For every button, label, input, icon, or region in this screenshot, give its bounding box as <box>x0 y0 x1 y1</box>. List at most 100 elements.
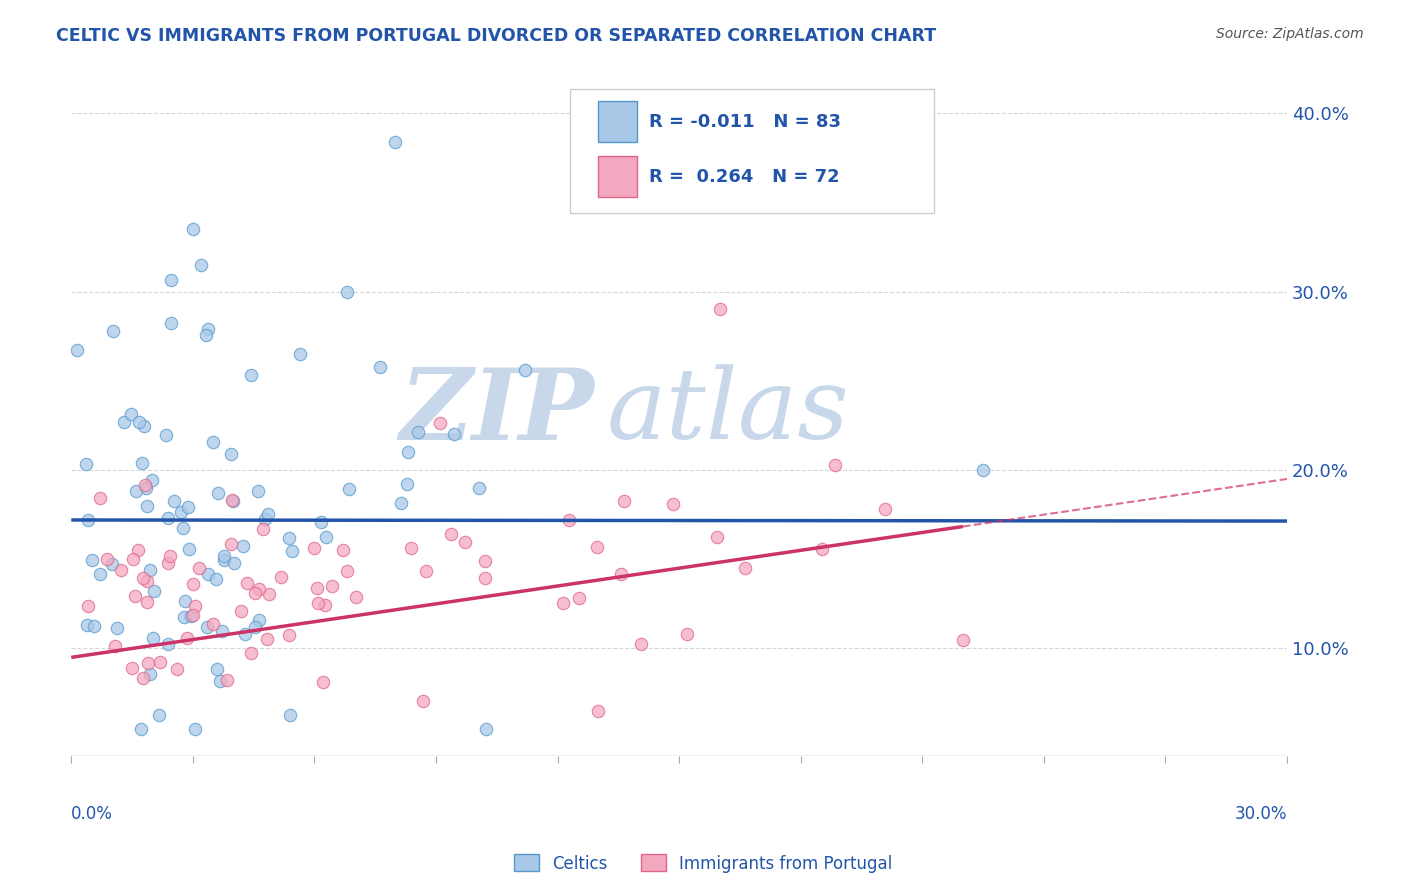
Point <box>100 557 122 571</box>
Point <box>568 591 591 606</box>
FancyBboxPatch shape <box>598 156 637 197</box>
Text: R = -0.011   N = 83: R = -0.011 N = 83 <box>648 112 841 131</box>
Point <box>221 494 243 508</box>
Point <box>311 675 333 690</box>
Point <box>229 604 252 618</box>
Text: 30.0%: 30.0% <box>1234 805 1286 823</box>
Point <box>177 500 200 515</box>
FancyBboxPatch shape <box>598 102 637 142</box>
Point <box>188 560 211 574</box>
Point <box>443 426 465 441</box>
Point <box>332 542 354 557</box>
Point <box>232 539 254 553</box>
Point <box>412 694 434 708</box>
Point <box>96 552 118 566</box>
Point <box>141 473 163 487</box>
Point <box>183 577 205 591</box>
Point <box>233 626 256 640</box>
Legend: Celtics, Immigrants from Portugal: Celtics, Immigrants from Portugal <box>508 847 898 880</box>
Point <box>221 493 243 508</box>
Point <box>157 511 180 525</box>
Point <box>240 646 263 660</box>
Point <box>336 564 359 578</box>
Point <box>336 285 359 299</box>
Point <box>214 549 236 563</box>
Text: ZIP: ZIP <box>399 364 595 460</box>
Point <box>613 494 636 508</box>
Point <box>247 613 270 627</box>
Point <box>321 579 343 593</box>
Point <box>278 531 301 545</box>
Point <box>131 456 153 470</box>
Point <box>181 222 204 236</box>
Point <box>75 457 97 471</box>
Point <box>315 530 337 544</box>
Point <box>83 619 105 633</box>
Point <box>66 343 89 357</box>
FancyBboxPatch shape <box>569 89 935 213</box>
Point <box>256 507 278 521</box>
Point <box>270 570 292 584</box>
Point <box>180 608 202 623</box>
Point <box>706 530 728 544</box>
Point <box>156 556 179 570</box>
Point <box>224 556 246 570</box>
Point <box>142 632 165 646</box>
Point <box>159 273 181 287</box>
Point <box>138 563 160 577</box>
Point <box>132 418 155 433</box>
Point <box>389 496 412 510</box>
Point <box>148 708 170 723</box>
Point <box>474 554 496 568</box>
Point <box>149 655 172 669</box>
Point <box>246 484 269 499</box>
Point <box>77 599 100 613</box>
Point <box>734 561 756 575</box>
Point <box>610 566 633 581</box>
Point <box>135 499 157 513</box>
Point <box>395 477 418 491</box>
Point <box>208 673 231 688</box>
Point <box>709 302 731 317</box>
Point <box>184 722 207 736</box>
Point <box>630 637 652 651</box>
Point <box>138 667 160 681</box>
Point <box>468 481 491 495</box>
Point <box>82 553 104 567</box>
Point <box>159 549 181 563</box>
Point <box>972 463 994 477</box>
Point <box>173 593 195 607</box>
Point <box>396 445 419 459</box>
Point <box>551 596 574 610</box>
Point <box>207 486 229 500</box>
Point <box>77 513 100 527</box>
Point <box>302 541 325 556</box>
Point <box>278 628 301 642</box>
Point <box>89 566 111 581</box>
Point <box>824 458 846 472</box>
Point <box>454 534 477 549</box>
Point <box>219 537 242 551</box>
Point <box>76 618 98 632</box>
Point <box>247 582 270 597</box>
Point <box>131 722 153 736</box>
Point <box>256 632 278 647</box>
Point <box>211 624 233 638</box>
Point <box>184 599 207 614</box>
Point <box>176 631 198 645</box>
Point <box>120 407 142 421</box>
Point <box>159 316 181 330</box>
Point <box>558 513 581 527</box>
Point <box>281 543 304 558</box>
Point <box>197 322 219 336</box>
Point <box>253 512 276 526</box>
Point <box>155 428 177 442</box>
Point <box>205 572 228 586</box>
Point <box>257 587 280 601</box>
Point <box>415 564 437 578</box>
Point <box>406 425 429 439</box>
Point <box>124 589 146 603</box>
Point <box>201 434 224 449</box>
Point <box>243 620 266 634</box>
Point <box>136 656 159 670</box>
